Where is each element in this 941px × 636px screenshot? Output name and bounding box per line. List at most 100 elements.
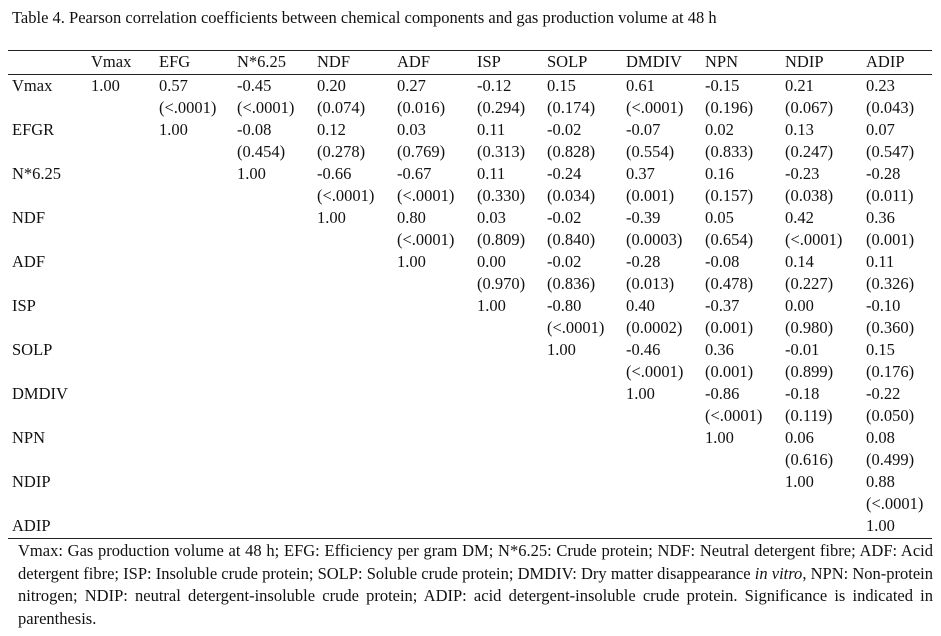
correlation-value: -0.37 [705,296,740,315]
row-label: NPN [12,428,46,447]
table-row: DMDIV 1.00 -0.86 -0.18 -0.22 [8,383,932,405]
correlation-value: 0.36 [866,208,895,227]
row-label: N*6.25 [12,164,62,183]
correlation-value: 0.88 [866,472,895,491]
table-row: ADF 1.00 0.00 -0.02 -0.28 -0.08 0.14 0.11 [8,251,932,273]
significance-value: (0.454) [237,142,286,161]
correlation-value: 0.02 [705,120,734,139]
significance-value: (0.840) [547,230,596,249]
significance-value: (0.034) [547,186,596,205]
significance-value: (0.330) [477,186,526,205]
correlation-value: 1.00 [397,252,426,271]
correlation-value: 0.23 [866,76,895,95]
row-label: EFGR [12,120,55,139]
significance-value: (0.038) [785,186,834,205]
correlation-value: 0.15 [547,76,576,95]
column-header: Vmax [91,52,132,71]
correlation-value: 1.00 [159,120,188,139]
correlation-value: -0.08 [237,120,272,139]
row-label: SOLP [12,340,53,359]
table-row: Vmax 1.00 0.57 -0.45 0.20 0.27 -0.12 0.15 0.61 -0… [8,75,932,97]
row-label: NDIP [12,472,51,491]
significance-value: (0.196) [705,98,754,117]
significance-value: (0.016) [397,98,446,117]
significance-value: (0.654) [705,230,754,249]
correlation-value: 0.03 [477,208,506,227]
table-row-significance: (<.0001) (0.001) (0.899) (0.176) [8,361,932,383]
correlation-value: 0.13 [785,120,814,139]
significance-value: (<.0001) [547,318,605,337]
table-top-rule [8,50,932,51]
column-header: N*6.25 [237,52,287,71]
significance-value: (0.769) [397,142,446,161]
correlation-value: 0.11 [477,120,506,139]
row-label: ISP [12,296,36,315]
table-row-significance: (<.0001) (0.809) (0.840) (0.0003) (0.654) (<.… [8,229,932,251]
correlation-value: -0.39 [626,208,661,227]
significance-value: (0.043) [866,98,915,117]
table-row-significance: (<.0001) (<.0001) (0.074) (0.016) (0.294) (0.… [8,97,932,119]
correlation-value: 0.80 [397,208,426,227]
correlation-value: -0.15 [705,76,740,95]
correlation-value: 0.00 [785,296,814,315]
significance-value: (0.001) [626,186,675,205]
correlation-value: -0.12 [477,76,512,95]
correlation-value: -0.01 [785,340,820,359]
correlation-value: 0.21 [785,76,814,95]
significance-value: (0.294) [477,98,526,117]
table-row-significance: (0.616) (0.499) [8,449,932,471]
significance-value: (0.833) [705,142,754,161]
row-label: ADIP [12,516,51,535]
significance-value: (0.119) [785,406,833,425]
correlation-value: 1.00 [317,208,346,227]
correlation-value: -0.22 [866,384,901,403]
correlation-value: 0.20 [317,76,346,95]
table-footnote: Vmax: Gas production volume at 48 h; EFG… [18,540,933,630]
correlation-value: -0.02 [547,252,582,271]
table-bottom-rule [8,538,932,539]
table-row: NDIP 1.00 0.88 [8,471,932,493]
correlation-value: -0.28 [626,252,661,271]
correlation-value: 0.05 [705,208,734,227]
significance-value: (0.554) [626,142,675,161]
table-row: NDF 1.00 0.80 0.03 -0.02 -0.39 0.05 0.42 0.36 [8,207,932,229]
correlation-value: -0.46 [626,340,661,359]
significance-value: (0.001) [866,230,915,249]
correlation-value: 0.00 [477,252,506,271]
table-row-significance: (<.0001) (0.0002) (0.001) (0.980) (0.360) [8,317,932,339]
correlation-value: 0.14 [785,252,814,271]
table-row: N*6.25 1.00 -0.66 -0.67 0.11 -0.24 0.37 0.16 -0.… [8,163,932,185]
significance-value: (0.011) [866,186,914,205]
correlation-value: -0.66 [317,164,352,183]
significance-value: (0.616) [785,450,834,469]
significance-value: (<.0001) [866,494,924,513]
correlation-value: -0.10 [866,296,901,315]
significance-value: (0.809) [477,230,526,249]
correlation-value: 0.12 [317,120,346,139]
correlation-value: 0.57 [159,76,188,95]
significance-value: (0.176) [866,362,915,381]
correlation-value: -0.67 [397,164,432,183]
column-header: ADF [397,52,431,71]
significance-value: (0.050) [866,406,915,425]
significance-value: (<.0001) [397,186,455,205]
correlation-value: 0.03 [397,120,426,139]
correlation-value: 0.40 [626,296,655,315]
significance-value: (<.0001) [785,230,843,249]
significance-value: (0.828) [547,142,596,161]
correlation-value: -0.08 [705,252,740,271]
correlation-value: 0.11 [866,252,895,271]
table-row: NPN 1.00 0.06 0.08 [8,427,932,449]
correlation-value: -0.02 [547,120,582,139]
significance-value: (0.899) [785,362,834,381]
correlation-value: -0.80 [547,296,582,315]
correlation-value: 0.16 [705,164,734,183]
table-row: ADIP 1.00 [8,515,932,537]
correlation-value: 1.00 [237,164,266,183]
table-header-rule [8,74,932,75]
significance-value: (0.478) [705,274,754,293]
correlation-value: 0.07 [866,120,895,139]
column-header: ISP [477,52,501,71]
significance-value: (0.067) [785,98,834,117]
column-header: ADIP [866,52,905,71]
